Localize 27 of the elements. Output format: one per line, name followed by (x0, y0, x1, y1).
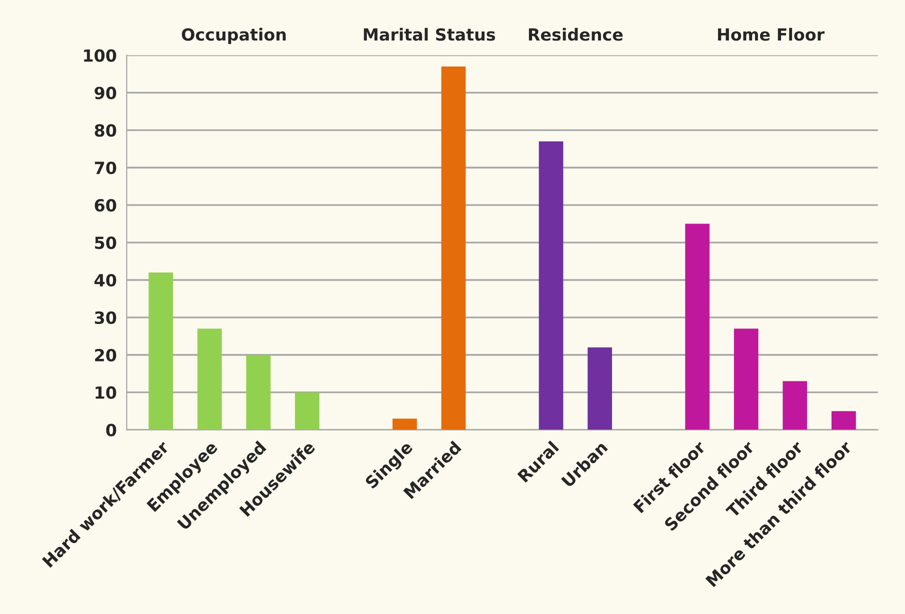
y-tick-label: 90 (94, 86, 116, 100)
y-tick-label: 0 (106, 424, 116, 436)
bar (782, 381, 808, 430)
bar (734, 328, 758, 430)
y-tick-label: 40 (94, 274, 116, 287)
bar (441, 66, 466, 430)
bar (538, 141, 564, 430)
y-tick-label: 100 (84, 49, 116, 62)
y-tick-label: 80 (94, 124, 116, 137)
bar (588, 347, 612, 430)
bar (246, 354, 271, 430)
y-tick-label: 70 (94, 162, 116, 174)
bar (832, 411, 856, 430)
bar (685, 224, 710, 430)
y-tick-label: 50 (95, 236, 116, 250)
bar (148, 272, 174, 430)
y-tick-label: 60 (94, 199, 116, 212)
text: Occupation (182, 28, 286, 44)
y-tick-label: 30 (94, 311, 116, 324)
text: Residence (528, 28, 623, 41)
text: Home Floor (718, 28, 825, 41)
bar (197, 328, 222, 430)
bar (294, 392, 320, 430)
y-tick-label: 10 (96, 386, 116, 399)
bar (392, 418, 417, 430)
y-tick-label: 20 (95, 348, 116, 362)
text: Marital Status (364, 28, 496, 41)
